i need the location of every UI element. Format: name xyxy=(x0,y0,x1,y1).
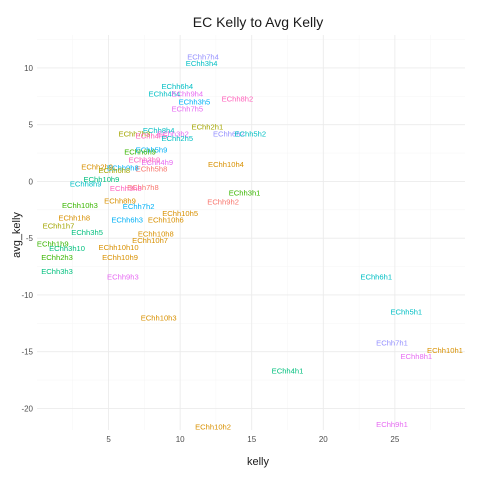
data-point-label: EChh2h9 xyxy=(81,162,113,171)
data-point-label: EChh3h9 xyxy=(129,156,161,165)
y-tick-labels: -20 -15 -10 -5 0 5 10 xyxy=(21,64,33,414)
y-tick-label: -5 xyxy=(26,234,34,243)
x-tick-label: 15 xyxy=(247,435,256,444)
y-tick-label: -15 xyxy=(21,348,33,357)
data-point-label: EChh7h8 xyxy=(127,183,159,192)
data-point-label: EChh9h2 xyxy=(207,198,239,207)
x-tick-label: 5 xyxy=(106,435,111,444)
data-point-label: EChh2h1 xyxy=(192,123,224,132)
y-tick-label: -20 xyxy=(21,404,33,413)
data-point-label: EChh5h1 xyxy=(390,308,422,317)
data-point-label: EChh4h9 xyxy=(141,158,173,167)
data-point-label: EChh10h3 xyxy=(141,313,177,322)
data-point-label: EChh9h1 xyxy=(376,420,408,429)
data-point-label: EChh6h9 xyxy=(124,148,156,157)
data-point-label: EChh6h1 xyxy=(360,272,392,281)
data-point-label: EChh7h5 xyxy=(171,104,203,113)
y-tick-label: 10 xyxy=(24,64,33,73)
x-tick-label: 10 xyxy=(176,435,185,444)
y-axis-title: avg_kelly xyxy=(11,212,23,258)
data-point-label: EChh10h9 xyxy=(102,253,138,262)
x-tick-label: 20 xyxy=(319,435,328,444)
y-tick-label: 5 xyxy=(29,121,34,130)
data-point-label: EChh10h6 xyxy=(148,216,184,225)
data-point-label: EChh6h4 xyxy=(161,82,193,91)
data-point-label: EChh3h2 xyxy=(157,129,189,138)
data-point-label: EChh6h8 xyxy=(98,166,130,175)
data-point-label: EChh8h1 xyxy=(400,352,432,361)
data-point-label: EChh7h4 xyxy=(187,52,219,61)
data-point-label: EChh3h8 xyxy=(110,184,142,193)
y-tick-label: 0 xyxy=(29,177,34,186)
data-point-label: EChh3h4 xyxy=(186,59,218,68)
data-point-label: EChh5h9 xyxy=(136,145,168,154)
data-point-label: EChh8h9 xyxy=(104,196,136,205)
data-point-label: EChh8h9 xyxy=(70,179,102,188)
data-point-label: EChh4h1 xyxy=(272,367,304,376)
data-point-label: EChh5h8 xyxy=(136,165,168,174)
data-point-label: EChh6h3 xyxy=(111,216,143,225)
y-tick-label: -10 xyxy=(21,291,33,300)
chart-title: EC Kelly to Avg Kelly xyxy=(193,14,323,30)
data-point-label: EChh3h5 xyxy=(71,228,103,237)
data-point-label: EChh10h5 xyxy=(162,209,198,218)
data-point-label: EChh9h8 xyxy=(107,164,139,173)
data-point-label: EChh10h10 xyxy=(99,243,139,252)
data-point-label: EChh1h9 xyxy=(37,240,69,249)
x-tick-labels: 5 10 15 20 25 xyxy=(106,435,400,444)
data-point-label: EChh10h3 xyxy=(62,201,98,210)
data-point-label: EChh10h8 xyxy=(138,229,174,238)
data-point-label: EChh8h4 xyxy=(143,126,175,135)
data-point-label: EChh5h2 xyxy=(234,129,266,138)
data-point-label: EChh2h3 xyxy=(41,253,73,262)
data-point-label: EChh3h10 xyxy=(49,244,85,253)
data-point-label: EChh3h5 xyxy=(179,98,211,107)
grid-lines xyxy=(37,35,465,430)
data-point-label: EChh4h4 xyxy=(149,90,181,99)
data-point-label: EChh8h2 xyxy=(222,94,254,103)
data-point-label: EChh10h7 xyxy=(132,236,168,245)
data-point-label: EChh7h3 xyxy=(119,129,151,138)
data-point-label: EChh9h4 xyxy=(171,90,203,99)
data-point-label: EChh10h4 xyxy=(208,160,244,169)
data-point-label: EChh10h1 xyxy=(427,346,463,355)
data-point-label: EChh7h2 xyxy=(123,202,155,211)
data-point-label: EChh1h7 xyxy=(43,221,75,230)
data-point-label: EChh6h2 xyxy=(213,129,245,138)
data-point-label: EChh2h5 xyxy=(161,134,193,143)
data-point-label: EChh3h1 xyxy=(229,188,261,197)
data-point-label: EChh1h8 xyxy=(58,213,90,222)
x-tick-label: 25 xyxy=(390,435,399,444)
data-point-label: EChh9h3 xyxy=(107,272,139,281)
x-axis-title: kelly xyxy=(247,456,270,468)
data-point-label: EChh3h3 xyxy=(41,267,73,276)
data-point-label: EChh10h9 xyxy=(83,175,119,184)
data-point-label: EChh10h2 xyxy=(195,422,231,431)
data-point-label: EChh4h5 xyxy=(136,132,168,141)
data-point-label: EChh7h1 xyxy=(376,338,408,347)
